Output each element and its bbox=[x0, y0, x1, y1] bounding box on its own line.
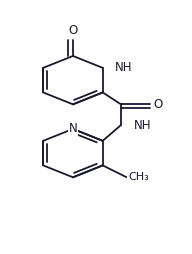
Text: O: O bbox=[154, 98, 163, 111]
Text: NH: NH bbox=[115, 61, 132, 74]
Text: CH₃: CH₃ bbox=[128, 172, 149, 182]
Text: O: O bbox=[68, 24, 78, 37]
Text: NH: NH bbox=[133, 119, 151, 132]
Text: N: N bbox=[69, 122, 77, 135]
